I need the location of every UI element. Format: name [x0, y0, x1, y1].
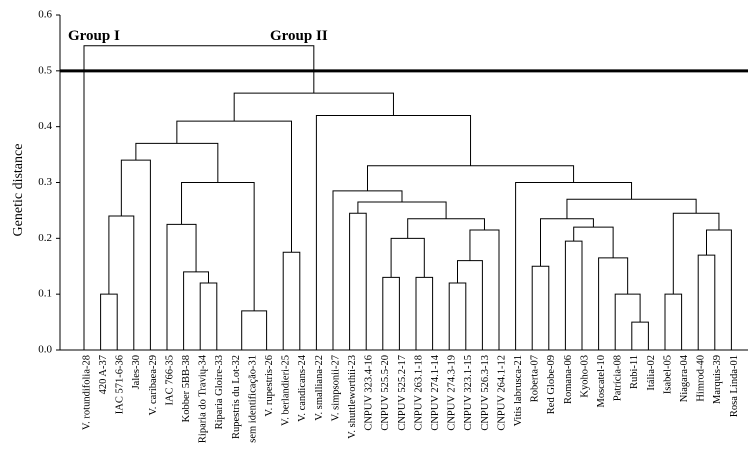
dendrogram-link	[407, 218, 485, 239]
leaf-label: CNPUV 323.1-15	[463, 355, 474, 431]
leaf-label: Isabel-05	[662, 355, 673, 394]
dendrogram-link	[83, 45, 315, 350]
leaf-label: Moscatel-10	[596, 355, 607, 408]
leaf-label: Roberta-07	[530, 355, 541, 402]
dendrogram-link	[332, 190, 403, 350]
dendrogram-link	[357, 201, 447, 219]
dendrogram-link	[566, 198, 697, 219]
dendrogram-link	[573, 226, 614, 258]
leaf-label: Himrod-40	[696, 355, 707, 402]
dendrogram-link	[448, 282, 467, 350]
dendrogram-link	[706, 229, 732, 350]
y-tick-label: 0.3	[38, 176, 52, 188]
dendrogram-link	[241, 310, 268, 350]
dendrogram-link	[315, 115, 472, 350]
dendrogram-link	[598, 257, 629, 350]
leaf-label: CNPUV 323.4-16	[364, 355, 375, 431]
leaf-label: V. rotundifolia-28	[81, 355, 92, 430]
leaf-label: Itália-02	[646, 355, 657, 391]
dendrogram-link	[135, 142, 219, 183]
y-tick-label: 0.6	[38, 9, 52, 21]
leaf-label: Riparia do Travių-34	[198, 354, 209, 443]
y-tick-label: 0.0	[38, 344, 52, 356]
dendrogram-link	[108, 215, 135, 350]
leaf-label: Patrícia-08	[613, 355, 624, 401]
dendrogram-link	[664, 293, 683, 350]
dendrogram-link	[349, 212, 367, 350]
dendrogram-link	[564, 240, 583, 350]
dendrogram-link	[282, 251, 301, 350]
dendrogram-link	[531, 265, 550, 350]
leaf-label: CNPUV 525.5-20	[380, 355, 391, 431]
leaf-label: Red Globe-09	[546, 355, 557, 414]
dendrogram-link	[183, 271, 209, 350]
dendrogram-link	[457, 260, 483, 350]
leaf-label: 420 A-37	[98, 355, 109, 394]
y-tick-label: 0.4	[38, 120, 52, 132]
dendrogram-link	[166, 223, 197, 350]
y-tick-label: 0.5	[38, 64, 52, 76]
leaf-label: V. candicans-24	[297, 354, 308, 422]
leaf-label: Rubi-11	[629, 355, 640, 389]
leaf-label: CNPUV 274.3-19	[447, 355, 458, 431]
leaf-label: Riparia Gloire-33	[214, 355, 225, 429]
leaf-label: V. rupestris-26	[264, 355, 275, 417]
leaf-label: V. smalliana-22	[314, 355, 325, 421]
dendrogram-link	[120, 159, 151, 350]
dendrogram-link	[366, 165, 575, 191]
dendrogram-link	[199, 282, 218, 350]
leaf-label: CNPUV 526.3-13	[480, 355, 491, 431]
dendrogram-link	[233, 92, 394, 122]
leaf-label: Kobber 5BB-38	[181, 355, 192, 422]
dendrogram-link	[390, 237, 425, 278]
group-label: Group I	[68, 28, 120, 44]
y-tick-label: 0.2	[38, 232, 52, 244]
leaf-label: Niagara-04	[679, 354, 690, 402]
leaf-label: V. simpsonii-27	[330, 355, 341, 421]
leaf-label: Vitis labrusca-21	[513, 355, 524, 426]
group-label: Group II	[270, 28, 328, 44]
leaf-label: CNPUV 274.1-14	[430, 354, 441, 430]
dendrogram-link	[100, 293, 118, 350]
dendrogram-link	[631, 321, 649, 350]
leaf-label: Romana-06	[563, 355, 574, 404]
leaf-label: CNPUV 263.1-18	[413, 355, 424, 431]
leaf-label: Rupestris du Lot-32	[231, 355, 242, 439]
leaf-label: Jales-30	[131, 355, 142, 389]
leaf-label: sem identificação-31	[247, 355, 258, 443]
y-axis-label: Genetic distance	[11, 144, 26, 237]
leaf-label: CNPUV 525.2-17	[397, 355, 408, 431]
leaf-label: Marquis-39	[712, 355, 723, 404]
y-tick-label: 0.1	[38, 288, 52, 300]
dendrogram-link	[614, 293, 641, 350]
leaf-label: V. berlandieri-25	[281, 355, 292, 426]
dendrogram-link	[181, 182, 255, 311]
dendrogram-link	[672, 212, 720, 295]
leaf-label: V. caribaea-29	[148, 355, 159, 415]
leaf-label: CNPUV 264.1-12	[496, 355, 507, 431]
dendrogram-link	[382, 276, 400, 350]
dendrogram-link	[176, 120, 292, 253]
dendrogram-link	[697, 254, 716, 350]
leaf-label: IAC 766-35	[164, 355, 175, 405]
leaf-label: Rosa Linda-01	[729, 355, 740, 417]
dendrogram-link	[415, 276, 434, 350]
dendrogram-link	[469, 229, 500, 350]
leaf-label: IAC 571-6-36	[115, 355, 126, 414]
leaf-label: V. shuttleworthii-23	[347, 355, 358, 439]
dendrogram-link	[540, 218, 594, 267]
leaf-label: Kyoho-03	[579, 355, 590, 398]
